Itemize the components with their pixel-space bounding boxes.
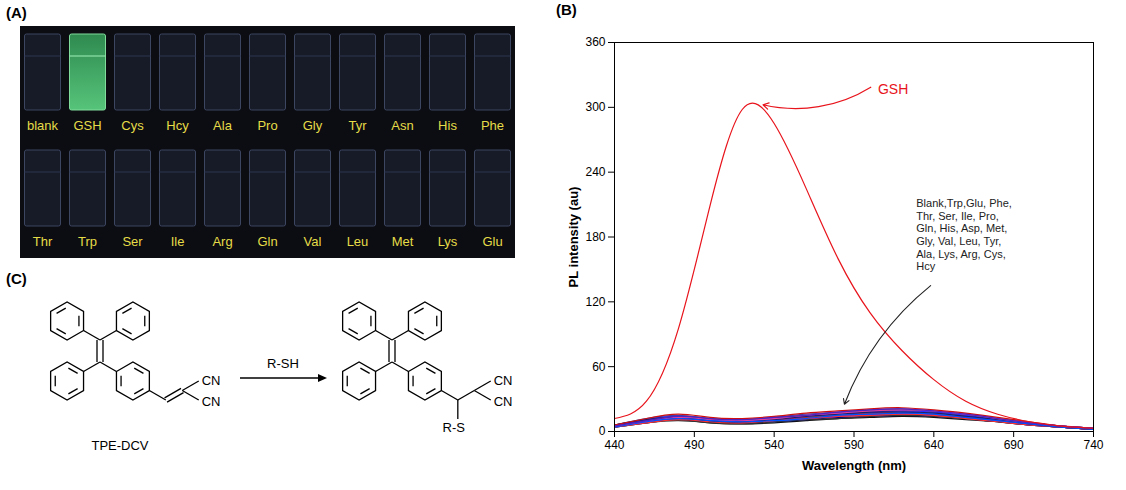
svg-text:Thr: Thr: [33, 234, 53, 249]
svg-text:440: 440: [604, 438, 624, 452]
svg-text:Blank,Trp,Glu, Phe,Thr, Ser, I: Blank,Trp,Glu, Phe,Thr, Ser, Ile, Pro,Gl…: [916, 197, 1012, 272]
svg-text:R-SH: R-SH: [267, 356, 299, 371]
svg-text:Gln: Gln: [257, 234, 277, 249]
html-text:(B): (B): [556, 1, 577, 18]
svg-text:Gly: Gly: [303, 118, 323, 133]
svg-text:CN: CN: [202, 394, 221, 409]
svg-text:180: 180: [585, 230, 605, 244]
svg-text:TPE-DCV: TPE-DCV: [91, 438, 148, 453]
svg-text:0: 0: [599, 424, 606, 438]
svg-text:Glu: Glu: [482, 234, 502, 249]
svg-text:640: 640: [924, 438, 944, 452]
svg-text:300: 300: [585, 100, 605, 114]
svg-text:Met: Met: [392, 234, 414, 249]
svg-text:CN: CN: [494, 373, 513, 388]
svg-text:540: 540: [764, 438, 784, 452]
svg-text:Leu: Leu: [347, 234, 369, 249]
svg-text:GSH: GSH: [73, 118, 101, 133]
svg-text:Val: Val: [304, 234, 322, 249]
svg-text:Wavelength (nm): Wavelength (nm): [802, 458, 906, 473]
svg-text:240: 240: [585, 165, 605, 179]
svg-text:blank: blank: [27, 118, 59, 133]
svg-text:PL intensity (au): PL intensity (au): [566, 187, 581, 288]
svg-text:Trp: Trp: [78, 234, 97, 249]
svg-text:R-S: R-S: [443, 420, 466, 435]
svg-text:Pro: Pro: [257, 118, 277, 133]
svg-text:GSH: GSH: [878, 81, 908, 97]
svg-text:Ala: Ala: [213, 118, 233, 133]
svg-text:740: 740: [1083, 438, 1103, 452]
svg-text:Arg: Arg: [212, 234, 232, 249]
svg-text:Tyr: Tyr: [348, 118, 367, 133]
svg-text:(A): (A): [6, 4, 27, 21]
svg-text:Asn: Asn: [391, 118, 413, 133]
svg-text:CN: CN: [494, 394, 513, 409]
svg-text:His: His: [438, 118, 457, 133]
svg-text:490: 490: [684, 438, 704, 452]
svg-text:Ser: Ser: [122, 234, 143, 249]
svg-text:590: 590: [844, 438, 864, 452]
svg-text:Ile: Ile: [171, 234, 185, 249]
svg-text:Lys: Lys: [438, 234, 458, 249]
svg-text:120: 120: [585, 295, 605, 309]
svg-text:Cys: Cys: [121, 118, 144, 133]
svg-text:(C): (C): [6, 270, 27, 287]
svg-text:Hcy: Hcy: [166, 118, 189, 133]
svg-text:690: 690: [1004, 438, 1024, 452]
svg-text:360: 360: [585, 35, 605, 49]
svg-text:60: 60: [592, 360, 606, 374]
svg-text:Phe: Phe: [481, 118, 504, 133]
svg-text:CN: CN: [202, 373, 221, 388]
